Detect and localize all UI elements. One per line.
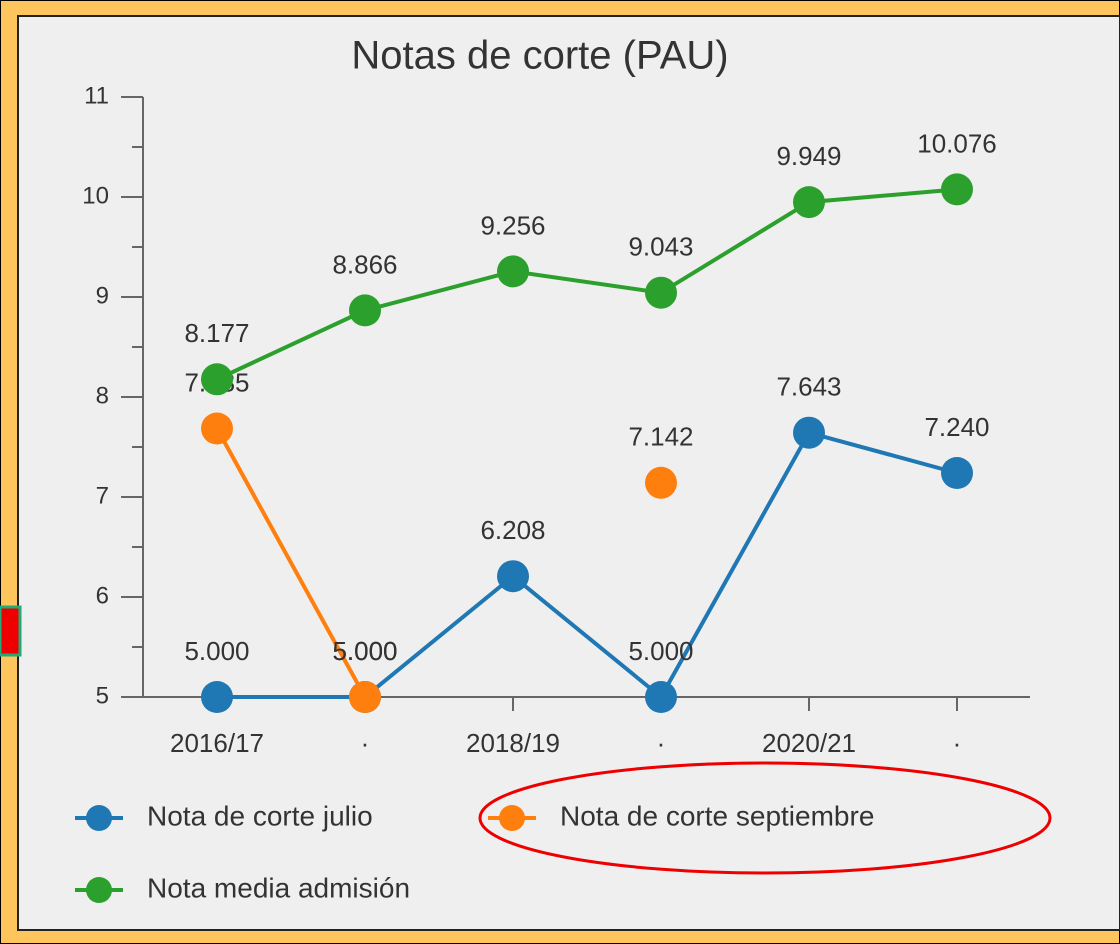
legend-label: Nota de corte septiembre: [560, 800, 874, 831]
x-tick-label: ·: [953, 728, 962, 758]
y-tick-label: 7: [96, 482, 109, 509]
y-tick-label: 6: [96, 582, 109, 609]
chart-title: Notas de corte (PAU): [351, 34, 728, 78]
x-tick-label: 2018/19: [466, 728, 560, 758]
point: [497, 560, 529, 593]
highlight-ellipse: [478, 761, 1052, 875]
data-label: 7.142: [628, 422, 693, 452]
point: [941, 173, 973, 206]
legend-marker: [86, 877, 112, 903]
point: [201, 363, 233, 396]
data-label: 9.256: [480, 210, 545, 240]
data-label: 5.000: [332, 636, 397, 666]
point: [349, 294, 381, 327]
x-tick-label: 2020/21: [762, 728, 856, 758]
point: [201, 412, 233, 445]
data-label: 8.177: [184, 318, 249, 348]
legend-marker: [499, 805, 525, 831]
x-tick-label: 2016/17: [170, 728, 264, 758]
point: [793, 186, 825, 219]
data-label: 8.866: [332, 249, 397, 279]
data-label: 6.208: [480, 515, 545, 545]
legend-label: Nota media admisión: [147, 872, 410, 903]
data-label: 7.240: [924, 412, 989, 442]
data-label: 9.043: [628, 232, 693, 262]
y-tick-label: 9: [96, 282, 109, 309]
y-tick-label: 10: [82, 182, 109, 209]
marker-box: [0, 605, 22, 657]
x-tick-label: ·: [361, 728, 370, 758]
point: [645, 681, 677, 713]
legend-marker: [86, 805, 112, 831]
point: [793, 416, 825, 449]
y-tick-label: 5: [96, 682, 109, 709]
point: [645, 276, 677, 309]
series-line: [217, 430, 958, 701]
series-line: [215, 427, 367, 698]
legend-label: Nota de corte julio: [147, 800, 373, 831]
point: [941, 457, 973, 489]
point: [349, 681, 381, 713]
series-line: [216, 187, 958, 382]
data-label: 5.000: [628, 636, 693, 666]
point: [497, 255, 529, 288]
x-tick-label: ·: [657, 728, 666, 758]
y-tick-label: 11: [84, 82, 109, 109]
data-label: 9.949: [776, 141, 841, 171]
data-label: 5.000: [184, 636, 249, 666]
y-tick-label: 8: [96, 382, 109, 409]
data-label: 10.076: [917, 128, 997, 158]
data-label: 7.643: [776, 372, 841, 402]
point: [645, 466, 677, 499]
point: [201, 681, 233, 713]
